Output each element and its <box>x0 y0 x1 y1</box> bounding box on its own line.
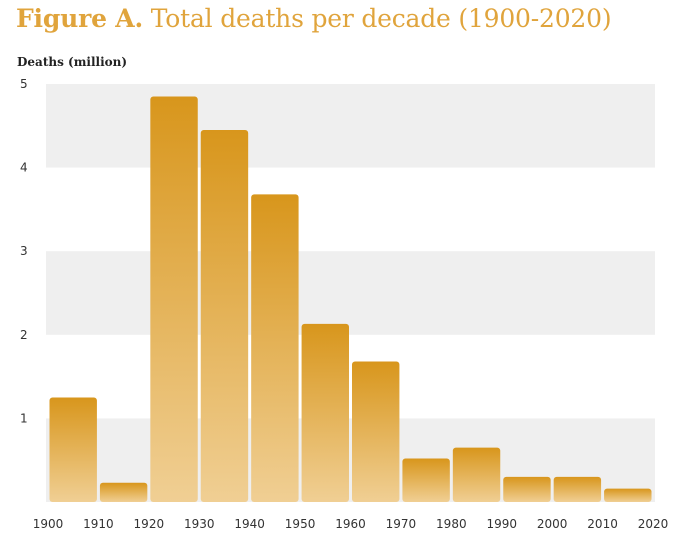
x-tick-label: 1970 <box>386 517 417 531</box>
bar <box>200 129 249 503</box>
x-tick-label: 2010 <box>587 517 618 531</box>
y-tick-label: 2 <box>20 328 28 342</box>
x-tick-label: 1960 <box>335 517 366 531</box>
bar <box>150 96 198 502</box>
y-tick-label: 3 <box>20 244 28 258</box>
bar <box>604 488 652 502</box>
y-tick-label: 4 <box>20 161 28 175</box>
x-tick-label: 2000 <box>537 517 568 531</box>
x-tick-labels: 1900 1910 1920 1930 1940 1950 1960 1970 1980 1990… <box>33 517 669 531</box>
bar <box>251 194 299 503</box>
bar <box>553 476 602 502</box>
bar <box>49 397 97 502</box>
chart-title-prefix: Figure A. <box>16 4 143 33</box>
x-tick-label: 1900 <box>33 517 64 531</box>
y-tick-labels: 1 2 3 4 5 <box>20 77 28 425</box>
bar <box>452 447 501 502</box>
y-tick-label: 5 <box>20 77 28 91</box>
grid-band <box>46 84 655 168</box>
bar <box>503 476 551 502</box>
chart-title: Figure A. Total deaths per decade (1900-… <box>16 4 612 33</box>
bar <box>352 361 400 502</box>
grid-bands <box>46 84 655 502</box>
x-tick-label: 2020 <box>638 517 669 531</box>
grid-band <box>46 251 655 335</box>
y-axis-label: Deaths (million) <box>17 55 128 69</box>
x-tick-label: 1990 <box>486 517 517 531</box>
x-tick-label: 1950 <box>285 517 316 531</box>
x-tick-label: 1940 <box>234 517 265 531</box>
bars <box>49 96 652 503</box>
bar <box>99 482 148 502</box>
chart-title-text: Total deaths per decade (1900-2020) <box>150 4 612 33</box>
bar <box>402 458 450 502</box>
x-tick-label: 1920 <box>134 517 165 531</box>
y-tick-label: 1 <box>20 411 28 425</box>
bar <box>301 323 349 502</box>
x-tick-label: 1910 <box>83 517 114 531</box>
x-tick-label: 1980 <box>436 517 467 531</box>
x-tick-label: 1930 <box>184 517 215 531</box>
grid-band <box>46 418 655 502</box>
